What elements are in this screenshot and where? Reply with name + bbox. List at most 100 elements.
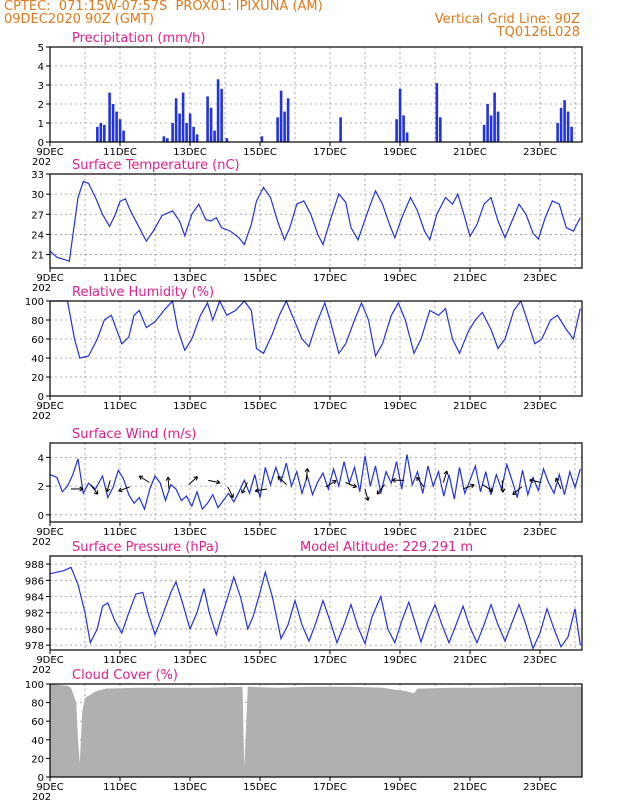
precip-xtick-label: 21DEC (453, 147, 487, 158)
wind-arrow-head (391, 477, 396, 483)
cloud-xtick-label: 17DEC (313, 782, 347, 793)
wind-arrow (345, 482, 357, 488)
wind-arrow-head (241, 489, 246, 494)
temp-ytick-label: 21 (31, 251, 44, 262)
precip-bar (111, 104, 115, 142)
pressure-frame (49, 555, 583, 651)
wind-arrow (277, 476, 287, 486)
wind-arrow (416, 476, 425, 488)
wind-arrow (188, 476, 198, 486)
temp-frame (49, 173, 583, 269)
wind-xtick-label: 9DEC (36, 527, 63, 538)
precip-bar (115, 111, 118, 142)
precip-ytick-label: 1 (38, 119, 44, 130)
cloud-xtick-label: 21DEC (453, 782, 487, 793)
cloud-xtick-label: 19DEC (383, 782, 417, 793)
wind-arrow-head (376, 490, 382, 495)
precip-xtick-label: 23DEC (523, 147, 557, 158)
precip-bar (195, 134, 199, 142)
precip-bar (489, 115, 493, 142)
cloud-xtick-label: 11DEC (103, 782, 137, 793)
pressure-xtick-label: 11DEC (103, 655, 137, 666)
wind-xtick-label: 15DEC (243, 527, 277, 538)
precip-bar (559, 107, 563, 142)
precip-ytick-label: 5 (38, 43, 44, 54)
rh-ytick-label: 100 (25, 297, 44, 308)
wind-panel: 0 2 4 Surface Wind (m/s) 9DEC 11DEC 13DEC 15DEC… (32, 427, 583, 548)
wind-arrow-head (93, 490, 99, 495)
precip-xtick-label: 11DEC (103, 147, 137, 158)
pressure-xtick-label: 19DEC (383, 655, 417, 666)
precip-bar (209, 107, 213, 142)
wind-arrow-head (416, 476, 421, 482)
wind-arrow (208, 479, 221, 484)
cloud-title: Cloud Cover (%) (72, 668, 178, 683)
wind-arrow-head (165, 476, 171, 481)
wind-arrow (482, 484, 493, 492)
wind-arrow (167, 476, 170, 490)
pressure-title: Surface Pressure (hPa) (72, 540, 219, 555)
pressure-ytick-label: 986 (25, 576, 44, 587)
rh-xtick-label: 21DEC (453, 401, 487, 412)
pressure-panel: 978 980 982 984 986 988 Surface Pressure (hPa)… (25, 540, 583, 676)
precip-bar (260, 136, 264, 142)
wind-arrow (462, 484, 475, 490)
precip-bar (486, 104, 489, 142)
temp-xtick-label: 17DEC (313, 273, 347, 284)
wind-arrow (512, 486, 523, 496)
rh-xtick-label: 13DEC (173, 401, 207, 412)
wind-arrow (325, 480, 337, 488)
header-grid-note: Vertical Grid Line: 90Z (434, 12, 580, 27)
precip-ytick-label: 4 (38, 62, 44, 73)
temp-xtick-label: 21DEC (453, 273, 487, 284)
wind-arrow-head (470, 483, 475, 489)
precip-ytick-label: 2 (38, 100, 44, 111)
wind-arrow-head (304, 468, 310, 473)
wind-xtick-label: 11DEC (103, 527, 137, 538)
wind-arrow-head (193, 476, 198, 481)
pressure-ytick-label: 978 (25, 641, 44, 652)
precip-year-stub: 202 (32, 157, 51, 168)
precip-bar (213, 130, 216, 142)
temp-xtick-label: 13DEC (173, 273, 207, 284)
wind-arrow (138, 475, 150, 483)
wind-arrow-head (488, 487, 494, 492)
precip-bar (556, 123, 559, 142)
cloud-xtick-label: 23DEC (523, 782, 557, 793)
header-model-id: TQ0126L028 (496, 25, 580, 40)
wind-ytick-label: 4 (38, 453, 44, 464)
wind-arrow-head (79, 486, 84, 492)
wind-arrow-head (352, 483, 357, 489)
precip-bar (482, 124, 486, 142)
precip-bar (566, 111, 570, 142)
precip-bar (122, 130, 125, 142)
precip-bar (435, 83, 439, 142)
rh-ytick-label: 20 (31, 373, 44, 384)
rh-ytick-label: 40 (31, 354, 44, 365)
wind-arrow-head (332, 480, 337, 485)
cloud-xtick-label: 15DEC (243, 782, 277, 793)
cloud-xtick-label: 13DEC (173, 782, 207, 793)
pressure-annotation: Model Altitude: 229.291 m (300, 540, 473, 555)
precip-title: Precipitation (mm/h) (72, 31, 205, 46)
wind-arrow (227, 486, 234, 498)
precip-bar (171, 123, 174, 142)
wind-arrow (106, 480, 111, 493)
wind-arrow-head (529, 478, 534, 484)
precip-xtick-label: 9DEC (36, 147, 63, 158)
pressure-xtick-label: 21DEC (453, 655, 487, 666)
precip-bar (162, 136, 166, 142)
rh-xtick-label: 15DEC (243, 401, 277, 412)
precip-ytick-label: 3 (38, 81, 44, 92)
precip-bar (181, 92, 185, 142)
pressure-xtick-label: 9DEC (36, 655, 63, 666)
temp-title: Surface Temperature (nC) (72, 158, 240, 173)
cloud-ytick-label: 60 (31, 717, 44, 728)
wind-xtick-label: 17DEC (313, 527, 347, 538)
cloud-ytick-label: 100 (25, 680, 44, 691)
wind-ytick-label: 2 (38, 482, 44, 493)
precip-bar (496, 111, 500, 142)
cloud-ytick-label: 0 (38, 773, 44, 784)
wind-arrow (90, 484, 99, 495)
